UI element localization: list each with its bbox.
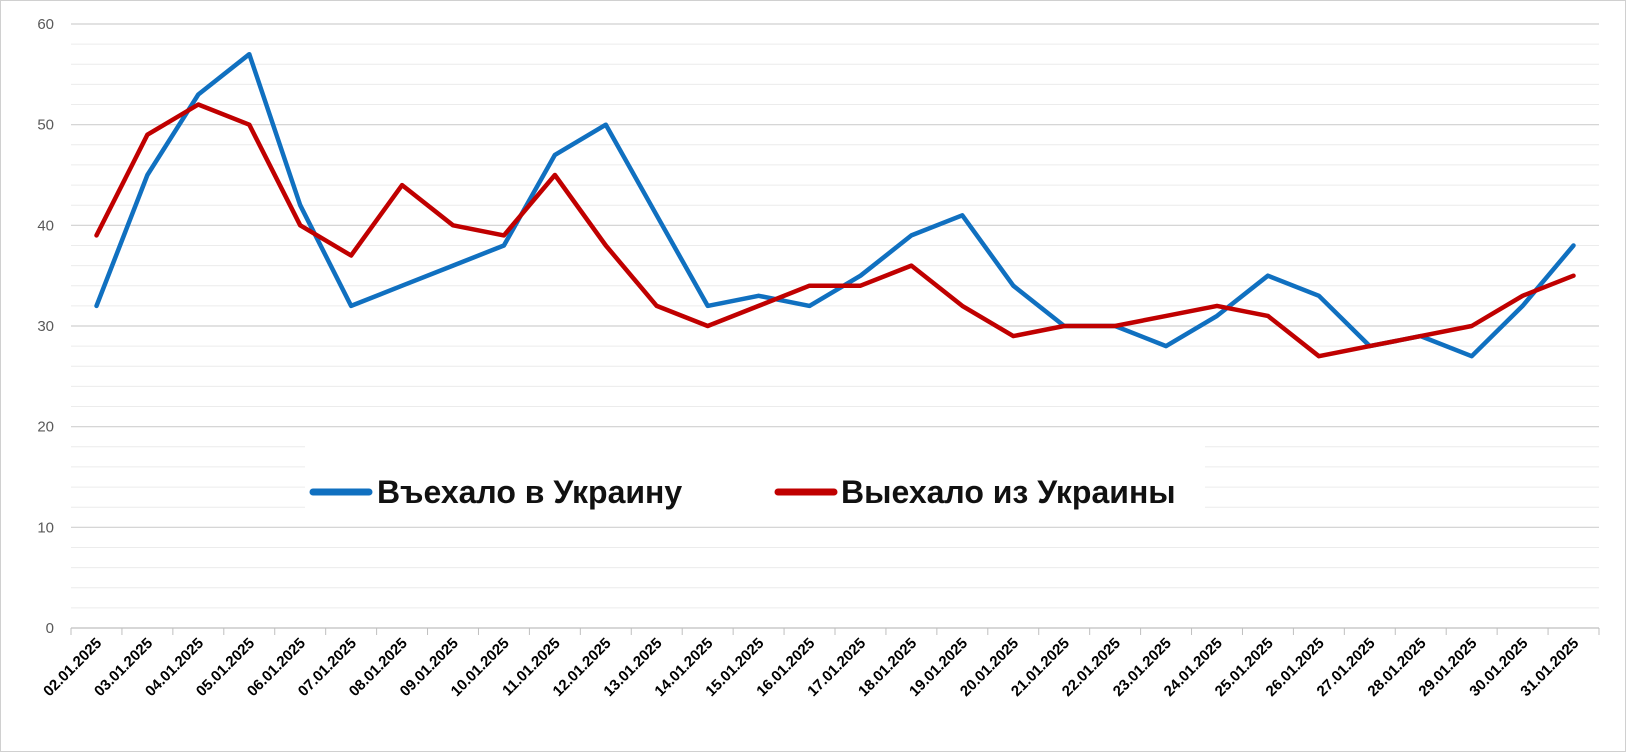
legend: Въехало в Украину Выехало из Украины <box>305 442 1205 510</box>
series-line-2 <box>97 105 1574 357</box>
y-tick-labels: 0 10 20 30 40 50 60 <box>37 16 54 637</box>
axes <box>71 628 1599 635</box>
y-tick-label: 0 <box>46 620 54 637</box>
y-tick-label: 30 <box>37 318 54 335</box>
y-tick-label: 10 <box>37 519 54 536</box>
y-tick-label: 60 <box>37 16 54 33</box>
y-tick-label: 50 <box>37 117 54 134</box>
y-tick-label: 40 <box>37 217 54 234</box>
x-tick-labels: 02.01.202503.01.202504.01.202505.01.2025… <box>40 635 1582 700</box>
legend-label: Выехало из Украины <box>841 474 1176 510</box>
legend-label: Въехало в Украину <box>377 474 682 510</box>
y-tick-label: 20 <box>37 419 54 436</box>
gridlines <box>71 24 1599 608</box>
